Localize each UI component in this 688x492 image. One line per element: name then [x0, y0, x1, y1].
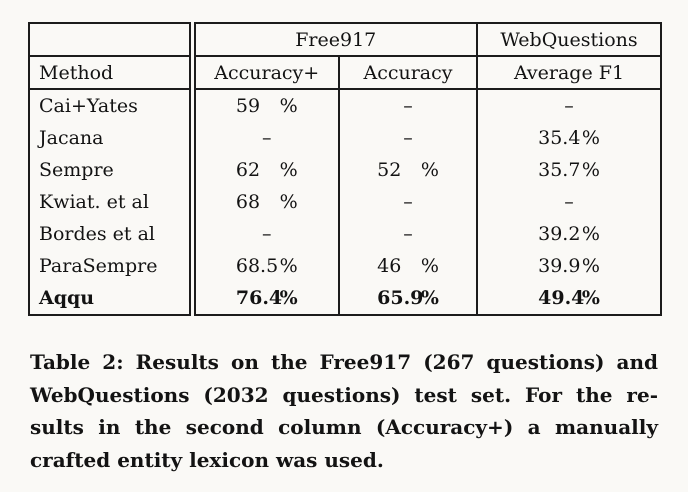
method-cell: Jacana [28, 122, 196, 154]
table-row: ParaSempre 68.5% 46% 39.9% [28, 250, 662, 282]
value-number: 39.2 [538, 223, 581, 245]
method-cell: Kwiat. et al [28, 186, 196, 218]
no-value-dash: – [564, 191, 574, 213]
percent-sign: % [279, 159, 298, 181]
accuracy-plus-value-cell: – [191, 122, 340, 154]
percentage-value: 49.4% [538, 287, 600, 309]
percentage-value: 68.5% [236, 255, 298, 277]
value-number: 76.4 [235, 287, 283, 309]
percent-sign: % [581, 287, 600, 309]
accuracy-plus-column-header: Accuracy+ [191, 55, 340, 90]
free917-group-header: Free917 [191, 22, 478, 57]
accuracy-value-cell: – [338, 218, 478, 250]
percent-sign: % [279, 287, 298, 309]
table-row: Sempre 62% 52% 35.7% [28, 154, 662, 186]
value-number: 35.7 [538, 159, 581, 181]
no-value-dash: – [403, 127, 413, 149]
percentage-value: 68% [236, 191, 298, 213]
percentage-value: 35.4% [538, 127, 600, 149]
group-header-row: Free917 WebQuestions [28, 22, 662, 57]
accuracy-plus-value-cell: 76.4% [191, 282, 340, 316]
method-cell: ParaSempre [28, 250, 196, 282]
percent-sign: % [581, 159, 600, 181]
percentage-value: 39.9% [538, 255, 600, 277]
no-value-dash: – [262, 127, 272, 149]
method-cell: Aqqu [28, 282, 196, 316]
caption-line: sults in the second column (Accuracy+) a… [30, 415, 658, 439]
no-value-dash: – [403, 95, 413, 117]
value-number: 68 [235, 191, 261, 213]
average-f1-value-cell: 49.4% [476, 282, 662, 316]
percentage-value: 76.4% [236, 287, 298, 309]
percent-sign: % [279, 191, 298, 213]
caption-line: WebQuestions (2032 questions) test set. … [30, 382, 658, 407]
value-number: 52 [377, 159, 402, 181]
average-f1-value-cell: 39.9% [476, 250, 662, 282]
method-cell: Bordes et al [28, 218, 196, 250]
accuracy-plus-value-cell: 68% [191, 186, 340, 218]
value-number: 46 [377, 255, 402, 277]
value-number: 65.9 [377, 287, 424, 309]
value-number: 68.5 [235, 255, 279, 277]
method-column-header: Method [28, 55, 196, 90]
percentage-value: 35.7% [538, 159, 600, 181]
accuracy-value-cell: 65.9% [338, 282, 478, 316]
percent-sign: % [581, 255, 600, 277]
method-cell: Sempre [28, 154, 196, 186]
percentage-value: 46% [377, 255, 439, 277]
percent-sign: % [279, 95, 298, 117]
percent-sign: % [581, 223, 600, 245]
caption-line: Table 2: Results on the Free917 (267 que… [30, 350, 658, 374]
percent-sign: % [420, 255, 439, 277]
caption-line: crafted entity lexicon was used. [30, 447, 384, 472]
value-number: 39.9 [538, 255, 581, 277]
average-f1-value-cell: 35.4% [476, 122, 662, 154]
average-f1-value-cell: 35.7% [476, 154, 662, 186]
accuracy-value-cell: 52% [338, 154, 478, 186]
no-value-dash: – [262, 223, 272, 245]
corner-empty-cell [28, 22, 196, 57]
average-f1-column-header: Average F1 [476, 55, 662, 90]
accuracy-plus-value-cell: 59% [191, 89, 340, 122]
percentage-value: 52% [377, 159, 439, 181]
table-row: Jacana – – 35.4% [28, 122, 662, 154]
percentage-value: 62% [236, 159, 298, 181]
no-value-dash: – [403, 191, 413, 213]
percentage-value: 65.9% [377, 287, 439, 309]
accuracy-value-cell: – [338, 122, 478, 154]
average-f1-value-cell: – [476, 186, 662, 218]
value-number: 62 [235, 159, 261, 181]
percentage-value: 39.2% [538, 223, 600, 245]
table-row: Bordes et al – – 39.2% [28, 218, 662, 250]
table-row: Aqqu 76.4% 65.9% 49.4% [28, 282, 662, 316]
accuracy-plus-value-cell: 68.5% [191, 250, 340, 282]
percent-sign: % [420, 287, 439, 309]
value-number: 49.4 [538, 287, 585, 309]
value-number: 35.4 [538, 127, 581, 149]
percentage-value: 59% [236, 95, 298, 117]
percent-sign: % [420, 159, 439, 181]
webquestions-group-header: WebQuestions [476, 22, 662, 57]
results-table: Free917 WebQuestions Method Accuracy+ Ac… [28, 22, 662, 316]
average-f1-value-cell: – [476, 89, 662, 122]
accuracy-plus-value-cell: 62% [191, 154, 340, 186]
accuracy-column-header: Accuracy [338, 55, 478, 90]
no-value-dash: – [564, 95, 574, 117]
accuracy-value-cell: – [338, 186, 478, 218]
table-row: Cai+Yates 59% – – [28, 89, 662, 122]
percent-sign: % [279, 255, 298, 277]
column-header-row: Method Accuracy+ Accuracy Average F1 [28, 55, 662, 90]
accuracy-value-cell: 46% [338, 250, 478, 282]
value-number: 59 [235, 95, 261, 117]
no-value-dash: – [403, 223, 413, 245]
method-cell: Cai+Yates [28, 89, 196, 122]
average-f1-value-cell: 39.2% [476, 218, 662, 250]
percent-sign: % [581, 127, 600, 149]
table-row: Kwiat. et al 68% – – [28, 186, 662, 218]
accuracy-value-cell: – [338, 89, 478, 122]
table-caption: Table 2: Results on the Free917 (267 que… [30, 346, 658, 476]
accuracy-plus-value-cell: – [191, 218, 340, 250]
